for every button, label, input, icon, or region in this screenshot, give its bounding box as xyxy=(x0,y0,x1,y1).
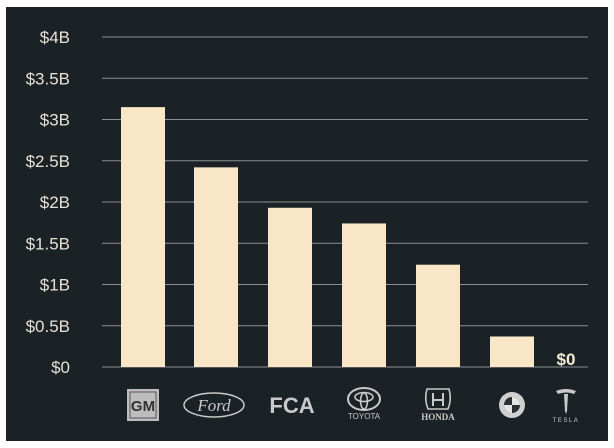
bar-chart: $0 $0.5B $1B $1.5B $2B $2.5B $3B $3.5B $4B $0 GM… xyxy=(26,28,588,424)
fca-logo-icon: FCA xyxy=(269,393,314,418)
gm-logo-text: GM xyxy=(131,398,155,415)
y-tick-label: $2B xyxy=(40,193,70,212)
bar-toyota xyxy=(342,223,386,367)
data-label-tesla: $0 xyxy=(557,350,576,369)
bar-gm xyxy=(121,107,165,367)
bars xyxy=(121,107,534,367)
ford-logo-icon: Ford xyxy=(183,392,245,418)
y-tick-label: $4B xyxy=(40,28,70,47)
y-axis-tick-labels: $0 $0.5B $1B $1.5B $2B $2.5B $3B $3.5B $4B xyxy=(26,28,70,377)
y-tick-label: $1B xyxy=(40,276,70,295)
gridlines xyxy=(102,36,588,368)
bar-bmw xyxy=(490,336,534,367)
gm-logo-icon: GM xyxy=(127,389,159,421)
toyota-logo-icon: TOYOTA xyxy=(347,387,381,421)
ford-logo-text: Ford xyxy=(196,396,231,415)
chart-panel: $0 $0.5B $1B $1.5B $2B $2.5B $3B $3.5B $4B $0 GM… xyxy=(6,7,608,441)
y-tick-label: $3.5B xyxy=(26,69,70,88)
y-tick-label: $0 xyxy=(51,358,70,377)
honda-logo-text: HONDA xyxy=(421,412,455,422)
tesla-logo-text: TESLA xyxy=(553,418,580,424)
data-labels: $0 xyxy=(557,350,576,369)
bmw-logo-icon xyxy=(499,392,525,418)
y-tick-label: $3B xyxy=(40,111,70,130)
honda-logo-icon: HONDA xyxy=(421,388,455,422)
bar-honda xyxy=(416,264,460,367)
x-axis-logos: GM Ford FCA TOYOTA HONDA TESLA xyxy=(127,387,580,424)
y-tick-label: $2.5B xyxy=(26,152,70,171)
fca-logo-text: FCA xyxy=(269,393,314,418)
bar-fca xyxy=(268,207,312,367)
toyota-logo-text: TOYOTA xyxy=(348,412,381,421)
tesla-logo-icon: TESLA xyxy=(553,389,580,424)
bar-ford xyxy=(194,167,238,367)
y-tick-label: $1.5B xyxy=(26,234,70,253)
y-tick-label: $0.5B xyxy=(26,317,70,336)
